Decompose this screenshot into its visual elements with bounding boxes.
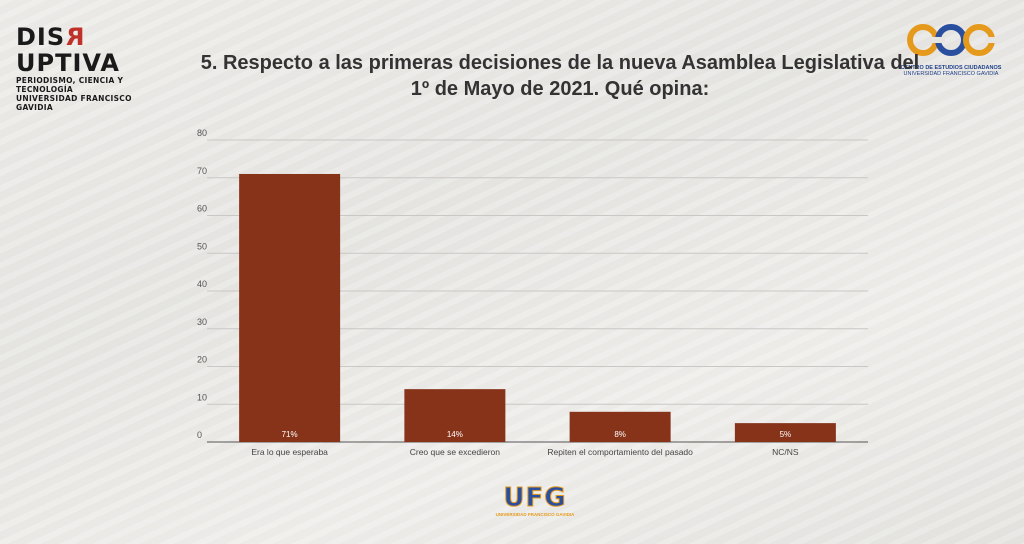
bar [569, 411, 671, 442]
data-label: 5% [780, 430, 792, 439]
x-tick-label: Repiten el comportamiento del pasado [547, 447, 693, 457]
ufg-logo: UFG UNIVERSIDAD FRANCISCO GAVIDIA [480, 483, 590, 518]
bar [404, 389, 506, 442]
data-label: 71% [282, 430, 298, 439]
ufg-tagline: UNIVERSIDAD FRANCISCO GAVIDIA [495, 512, 575, 517]
chart-title: 5. Respecto a las primeras decisiones de… [200, 52, 920, 100]
data-label: 8% [614, 430, 626, 439]
disruptiva-university: UNIVERSIDAD FRANCISCO GAVIDIA [16, 94, 132, 112]
data-label: 14% [447, 430, 463, 439]
y-tick-label: 0 [197, 430, 202, 440]
y-tick-label: 20 [197, 355, 207, 365]
disruptiva-wordmark: DISRUPTIVA [16, 23, 120, 77]
y-tick-label: 60 [197, 204, 207, 214]
y-tick-label: 40 [197, 279, 207, 289]
y-tick-label: 50 [197, 241, 207, 251]
y-tick-label: 70 [197, 166, 207, 176]
y-tick-label: 10 [197, 392, 207, 402]
y-tick-label: 80 [197, 128, 207, 138]
cec-logo: CENTRO DE ESTUDIOS CIUDADANOS UNIVERSIDA… [896, 22, 1006, 77]
y-tick-label: 30 [197, 317, 207, 327]
bar [239, 173, 341, 442]
bar [734, 423, 836, 442]
cec-logo-university: UNIVERSIDAD FRANCISCO GAVIDIA [903, 71, 999, 77]
cec-logo-name: CENTRO DE ESTUDIOS CIUDADANOS [900, 65, 1002, 71]
disruptiva-logo: DISRUPTIVA PERIODISMO, CIENCIA Y TECNOLO… [16, 23, 166, 112]
x-tick-label: Era lo que esperaba [251, 447, 328, 457]
cec-logo-mark [907, 24, 999, 56]
disruptiva-tagline: PERIODISMO, CIENCIA Y TECNOLOGÍA [16, 76, 124, 94]
ufg-wordmark: UFG [503, 483, 567, 513]
x-tick-label: Creo que se excedieron [410, 447, 501, 457]
x-tick-label: NC/NS [772, 447, 799, 457]
